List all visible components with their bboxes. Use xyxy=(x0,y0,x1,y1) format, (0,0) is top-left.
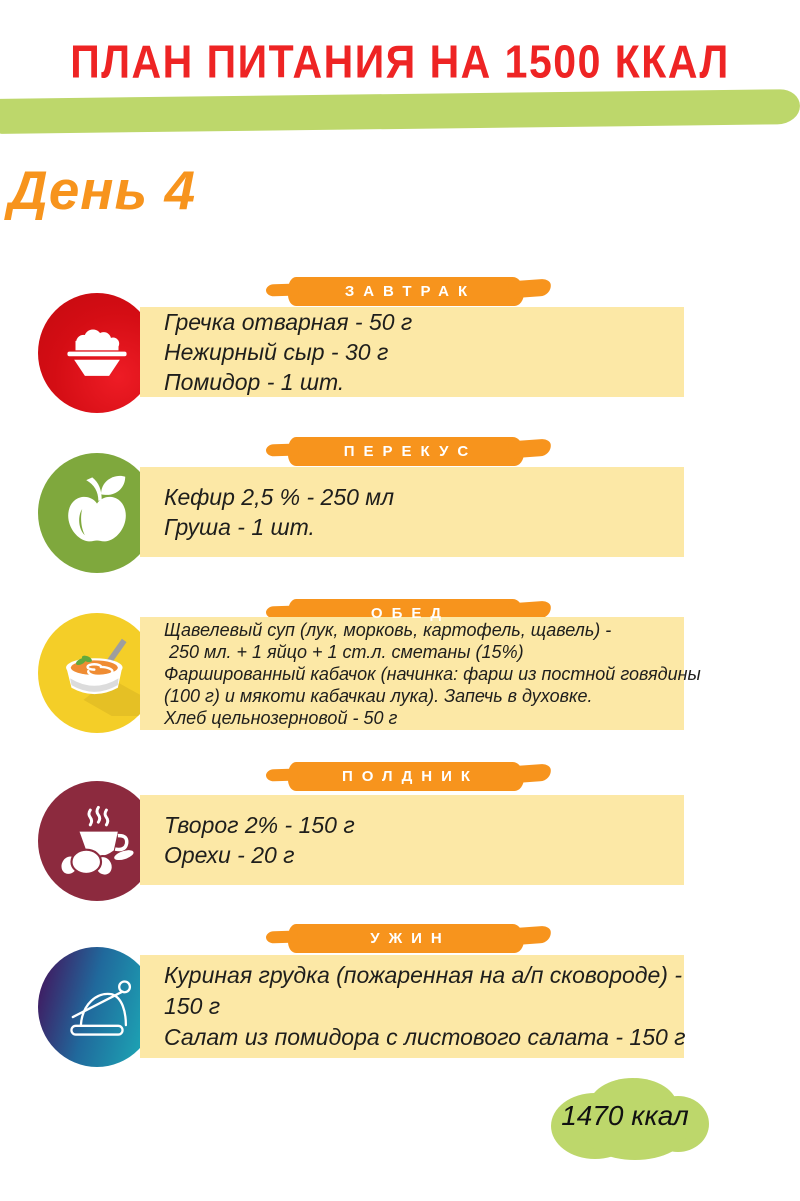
meal-item: Груша - 1 шт. xyxy=(164,514,315,540)
meal-item: (100 г) и мякоти кабачкаи лука). Запечь … xyxy=(164,685,593,706)
section-label-text: УЖИН xyxy=(370,930,451,947)
section-label-breakfast: ЗАВТРАК xyxy=(288,277,524,306)
section-label-text: ЗАВТРАК xyxy=(344,283,477,300)
breakfast-badge xyxy=(38,293,156,413)
snack-card: Кефир 2,5 % - 250 мл Груша - 1 шт. xyxy=(140,467,684,557)
meal-item: Помидор - 1 шт. xyxy=(164,369,345,395)
coffee-croissant-icon xyxy=(59,805,134,877)
dinner-badge xyxy=(38,947,156,1067)
afternoon-badge xyxy=(38,781,156,901)
meal-item: Нежирный сыр - 30 г xyxy=(164,339,389,365)
section-label-text: ПЕРЕКУС xyxy=(343,443,478,460)
meal-item: Орехи - 20 г xyxy=(164,842,295,868)
section-label-dinner: УЖИН xyxy=(288,924,524,953)
cloche-icon xyxy=(70,980,132,1036)
meal-item: Щавелевый суп (лук, морковь, картофель, … xyxy=(164,619,612,640)
food-bowl-icon xyxy=(67,329,127,376)
day-title: День 4 xyxy=(8,159,197,221)
meal-item: Куриная грудка (пожаренная на а/п сковор… xyxy=(164,962,683,988)
meal-item: Хлеб цельнозерновой - 50 г xyxy=(164,707,398,728)
breakfast-card: Гречка отварная - 50 г Нежирный сыр - 30… xyxy=(140,307,684,397)
meal-item: Гречка отварная - 50 г xyxy=(164,309,413,335)
soup-bowl-icon xyxy=(66,638,140,716)
green-underline-stroke xyxy=(0,89,800,134)
page-title: ПЛАН ПИТАНИЯ НА 1500 ККАЛ xyxy=(70,36,730,88)
meal-item: 250 мл. + 1 яйцо + 1 ст.л. сметаны (15%) xyxy=(164,641,524,662)
meal-item: Кефир 2,5 % - 250 мл xyxy=(164,484,395,510)
meal-item: Салат из помидора с листового салата - 1… xyxy=(164,1024,686,1050)
total-calories-blob: 1470 ккал xyxy=(545,1072,717,1164)
lunch-badge xyxy=(38,613,156,733)
section-label-snack: ПЕРЕКУС xyxy=(288,437,524,466)
lunch-card: Щавелевый суп (лук, морковь, картофель, … xyxy=(140,617,701,730)
section-label-text: ОБЕД xyxy=(370,605,451,622)
section-label-text: ПОЛДНИК xyxy=(341,768,480,785)
snack-badge xyxy=(38,453,156,573)
section-label-afternoon: ПОЛДНИК xyxy=(288,762,524,791)
total-calories-value: 1470 ккал xyxy=(561,1100,689,1131)
dinner-card: Куриная грудка (пожаренная на а/п сковор… xyxy=(140,955,686,1058)
apple-icon xyxy=(68,475,126,542)
cloud-shape xyxy=(551,1078,709,1160)
meal-item: Фаршированный кабачок (начинка: фарш из … xyxy=(164,663,701,684)
afternoon-card: Творог 2% - 150 г Орехи - 20 г xyxy=(140,795,684,885)
meal-item: Творог 2% - 150 г xyxy=(164,812,355,838)
meal-item: 150 г xyxy=(164,993,221,1019)
